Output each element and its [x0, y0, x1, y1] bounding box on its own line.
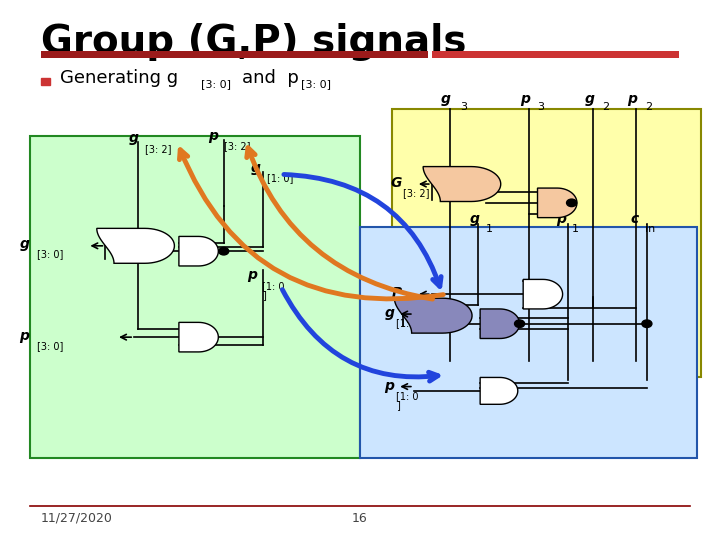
Text: 1: 1 — [485, 224, 492, 234]
FancyArrowPatch shape — [247, 148, 433, 299]
Circle shape — [567, 199, 577, 207]
Text: 2: 2 — [602, 102, 609, 112]
FancyArrowPatch shape — [179, 150, 444, 299]
Text: in: in — [645, 224, 656, 234]
FancyBboxPatch shape — [392, 109, 701, 377]
Polygon shape — [538, 188, 577, 218]
Circle shape — [515, 320, 525, 327]
Text: [3: 0]: [3: 0] — [201, 79, 231, 89]
Text: g: g — [441, 92, 451, 106]
Polygon shape — [96, 228, 174, 264]
Text: [1: 0: [1: 0 — [262, 281, 284, 291]
Text: g: g — [129, 131, 139, 145]
Polygon shape — [179, 237, 218, 266]
Polygon shape — [480, 377, 518, 404]
Text: 3: 3 — [460, 102, 467, 112]
Text: [3: 0]: [3: 0] — [301, 79, 331, 89]
Text: 11/27/2020: 11/27/2020 — [41, 512, 113, 525]
Polygon shape — [480, 309, 520, 339]
Text: 3: 3 — [537, 102, 544, 112]
FancyArrowPatch shape — [282, 289, 438, 381]
FancyBboxPatch shape — [30, 136, 360, 458]
Polygon shape — [179, 322, 218, 352]
Polygon shape — [523, 279, 562, 309]
Text: p: p — [520, 92, 530, 106]
Text: [1: 0]: [1: 0] — [396, 319, 422, 328]
Text: ]: ] — [396, 400, 400, 410]
Text: [3: 2]: [3: 2] — [145, 144, 171, 154]
Text: [3: 2]: [3: 2] — [403, 299, 430, 308]
Text: g: g — [585, 92, 595, 106]
FancyBboxPatch shape — [41, 51, 428, 58]
Text: p: p — [208, 129, 218, 143]
Text: 2: 2 — [644, 102, 652, 112]
Text: g: g — [470, 212, 480, 226]
Text: ]: ] — [262, 291, 266, 300]
Circle shape — [219, 247, 229, 255]
FancyArrowPatch shape — [284, 174, 441, 286]
Circle shape — [642, 320, 652, 327]
Text: 1: 1 — [572, 224, 579, 234]
Text: [3: 2]: [3: 2] — [403, 188, 430, 198]
Text: Group (G,P) signals: Group (G,P) signals — [41, 23, 467, 61]
Text: Generating g: Generating g — [60, 69, 179, 87]
Text: g: g — [19, 237, 30, 251]
Text: p: p — [19, 328, 30, 342]
Text: G: G — [390, 176, 402, 190]
Text: p: p — [556, 212, 566, 226]
FancyBboxPatch shape — [360, 227, 697, 458]
Text: g: g — [384, 306, 395, 320]
Text: [3: 2]: [3: 2] — [224, 141, 251, 151]
Text: [3: 0]: [3: 0] — [37, 249, 63, 260]
Polygon shape — [395, 298, 472, 333]
FancyBboxPatch shape — [432, 51, 679, 58]
Text: P: P — [392, 286, 402, 300]
Text: [1: 0: [1: 0 — [396, 391, 418, 401]
Text: p: p — [628, 92, 637, 106]
Bar — [41, 78, 50, 85]
Text: p: p — [384, 379, 395, 393]
Text: c: c — [631, 212, 639, 226]
Text: 16: 16 — [352, 512, 368, 525]
Text: p: p — [248, 268, 257, 282]
Text: [3: 0]: [3: 0] — [37, 341, 63, 351]
Text: g: g — [251, 161, 261, 175]
Text: and  p: and p — [242, 69, 299, 87]
Text: [1: 0]: [1: 0] — [267, 173, 293, 183]
Polygon shape — [423, 166, 500, 201]
